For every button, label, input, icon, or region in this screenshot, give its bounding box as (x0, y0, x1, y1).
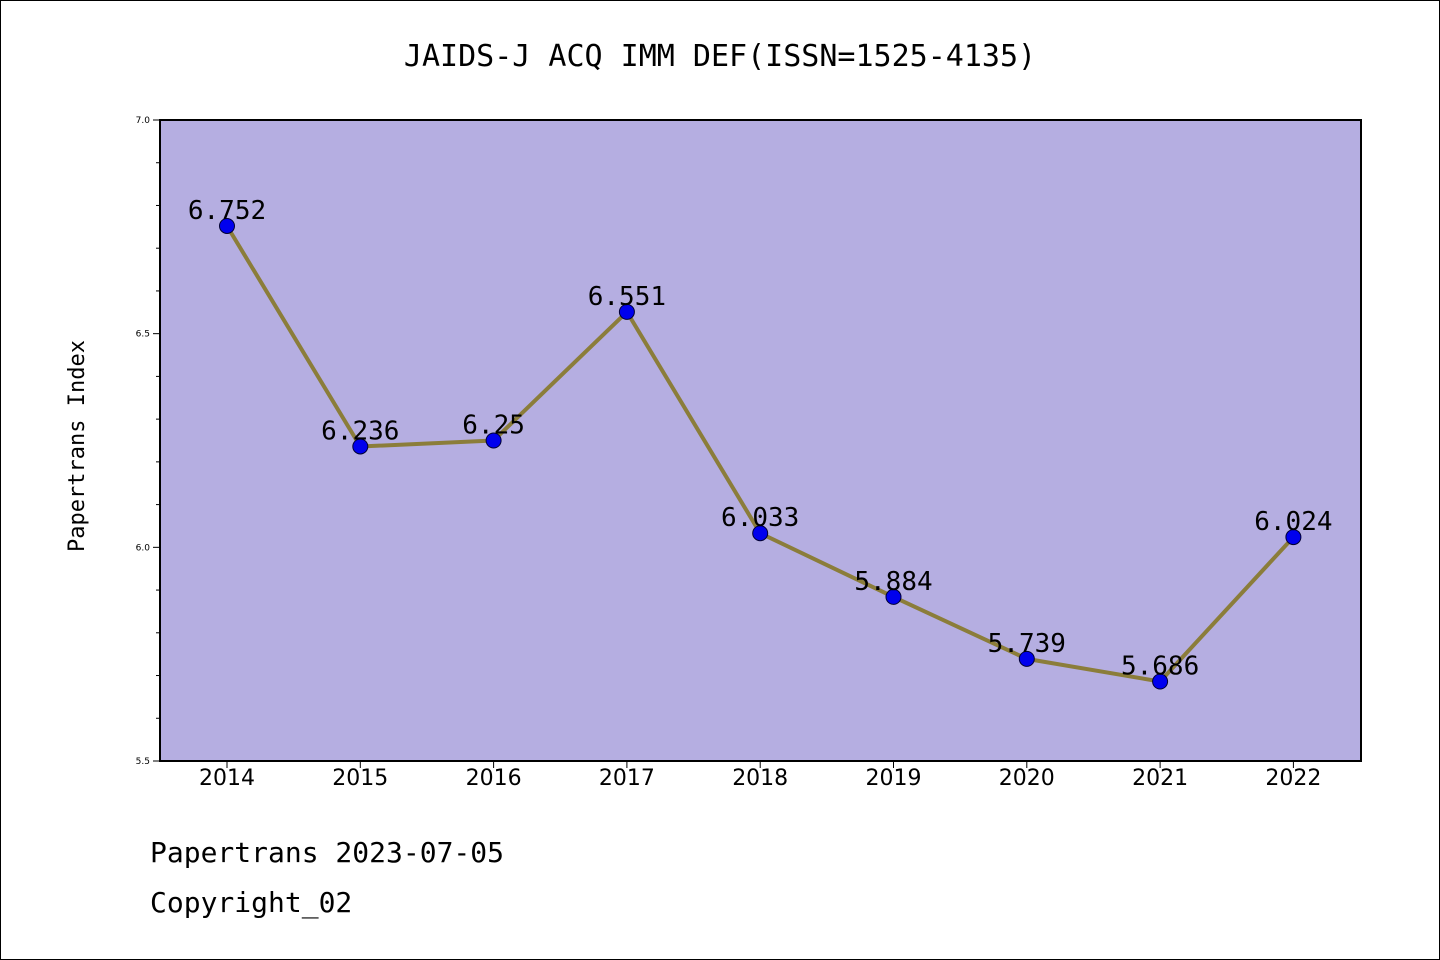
x-tick-label: 2021 (1132, 766, 1188, 791)
data-label: 5.686 (1121, 652, 1199, 682)
data-label: 6.752 (188, 196, 266, 226)
data-point (1018, 650, 1035, 667)
x-tick-label: 2022 (1265, 766, 1321, 791)
data-label: 6.551 (588, 282, 666, 312)
data-label: 6.033 (721, 503, 799, 533)
x-tick-label: 2020 (999, 766, 1055, 791)
data-point (1152, 673, 1169, 690)
y-axis: 5.5 6.0 6.5 7.0 (136, 116, 160, 767)
footer-date-text: Papertrans 2023-07-05 (150, 836, 505, 869)
data-point (618, 303, 635, 320)
data-label: 5.739 (988, 629, 1066, 659)
plot-border (159, 119, 1362, 762)
chart-title: JAIDS-J ACQ IMM DEF(ISSN=1525-4135) (404, 39, 1036, 74)
y-tick-label: 6.0 (136, 543, 151, 553)
data-point (752, 525, 769, 542)
y-axis-label: Papertrans Index (65, 340, 90, 552)
y-tick-label: 6.5 (136, 330, 150, 340)
x-tick-label: 2014 (199, 766, 255, 791)
x-tick-label: 2017 (599, 766, 655, 791)
data-point (885, 588, 902, 605)
data-series: 6.752 6.236 6.25 6.551 6.033 5.884 5.739 5.686 6… (188, 196, 1333, 690)
y-tick-label: 5.5 (136, 757, 150, 767)
x-tick-label: 2015 (332, 766, 388, 791)
data-point (219, 217, 235, 234)
x-axis: 2014 2015 2016 2017 2018 2019 2020 2021 2022 (199, 761, 1321, 791)
x-tick-label: 2016 (466, 766, 522, 791)
data-label: 6.236 (321, 416, 399, 446)
footer-copyright-text: Copyright_02 (150, 886, 353, 919)
data-point (352, 438, 369, 455)
y-tick-label: 7.0 (136, 116, 151, 126)
data-label: 6.024 (1254, 507, 1332, 537)
data-label: 6.25 (462, 411, 525, 441)
data-point (1285, 529, 1302, 546)
data-point (485, 432, 502, 449)
x-tick-label: 2018 (732, 766, 788, 791)
data-label: 5.884 (854, 567, 932, 597)
x-tick-label: 2019 (866, 766, 922, 791)
